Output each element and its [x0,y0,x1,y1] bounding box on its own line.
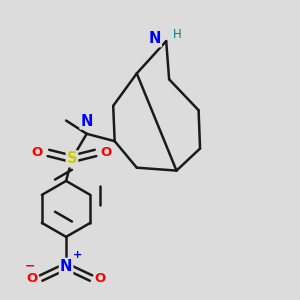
Text: N: N [148,31,161,46]
Text: S: S [67,151,77,166]
Text: O: O [26,272,38,285]
Text: O: O [101,146,112,159]
Text: +: + [73,250,82,260]
Text: O: O [94,272,106,285]
Text: O: O [32,146,43,159]
Text: N: N [80,113,93,128]
Text: H: H [173,28,182,41]
Text: −: − [25,259,35,272]
Text: N: N [60,259,72,274]
